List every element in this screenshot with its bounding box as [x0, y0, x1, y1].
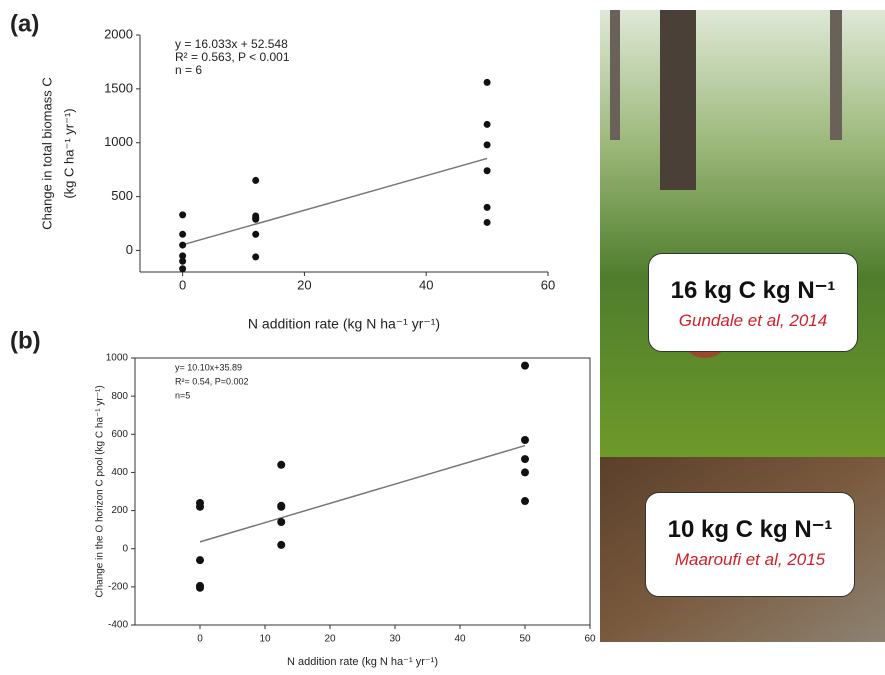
data-point [179, 258, 186, 265]
y-tick-label: 0 [122, 543, 128, 554]
data-point [484, 204, 491, 211]
x-tick-label: 10 [259, 634, 271, 645]
data-point [277, 503, 285, 511]
panel-label: (a) [10, 10, 39, 37]
y-tick-label: 800 [111, 391, 128, 402]
data-point [277, 518, 285, 526]
data-point [252, 253, 259, 260]
data-point [484, 219, 491, 226]
x-tick-label: 60 [541, 277, 555, 292]
y-axis-label: Change in total biomass C [39, 77, 54, 229]
regression-line [183, 158, 487, 244]
y-tick-label: -400 [108, 620, 128, 631]
data-point [484, 121, 491, 128]
annotation: R²= 0.54, P=0.002 [175, 376, 249, 386]
figure: (a)05001000150020000204060N addition rat… [0, 0, 885, 675]
forest-photo [600, 10, 885, 457]
data-point [252, 216, 259, 223]
y-tick-label: 1000 [104, 134, 133, 149]
annotation: n = 6 [175, 63, 202, 77]
tree-trunk [830, 10, 842, 140]
photo-value: 10 kg C kg N⁻¹ [646, 515, 854, 544]
x-tick-label: 40 [454, 634, 466, 645]
data-point [277, 541, 285, 549]
y-tick-label: 0 [126, 242, 133, 257]
y-axis-label: Change in the O horizon C pool (kg C ha⁻… [95, 385, 106, 597]
y-axis-label: (kg C ha⁻¹ yr⁻¹) [61, 108, 76, 198]
data-point [277, 461, 285, 469]
data-point [521, 468, 529, 476]
data-point [196, 503, 204, 511]
data-point [521, 362, 529, 370]
annotation: n=5 [175, 390, 190, 400]
x-tick-label: 60 [584, 634, 596, 645]
annotation: R² = 0.563, P < 0.001 [175, 50, 290, 64]
panel-label: (b) [10, 327, 41, 354]
data-point [196, 556, 204, 564]
y-tick-label: 1000 [106, 353, 129, 364]
regression-line [200, 446, 525, 542]
data-point [484, 79, 491, 86]
x-axis-label: N addition rate (kg N ha⁻¹ yr⁻¹) [287, 656, 438, 668]
tree-trunk [660, 10, 696, 190]
data-point [521, 436, 529, 444]
x-tick-label: 50 [519, 634, 531, 645]
x-tick-label: 0 [179, 277, 186, 292]
x-tick-label: 20 [324, 634, 336, 645]
annotation: y= 10.10x+35.89 [175, 362, 242, 372]
data-point [179, 242, 186, 249]
x-tick-label: 30 [389, 634, 401, 645]
photo-citation: Gundale et al, 2014 [649, 311, 857, 331]
data-point [252, 177, 259, 184]
tree-trunk [610, 10, 620, 140]
y-tick-label: 1500 [104, 80, 133, 95]
photo-value: 16 kg C kg N⁻¹ [649, 276, 857, 305]
x-tick-label: 40 [419, 277, 433, 292]
data-point [196, 584, 204, 592]
y-tick-label: 600 [111, 429, 128, 440]
data-point [521, 455, 529, 463]
y-tick-label: 400 [111, 467, 128, 478]
data-point [484, 167, 491, 174]
data-point [484, 141, 491, 148]
x-tick-label: 0 [197, 634, 203, 645]
data-point [179, 265, 186, 272]
annotation: y = 16.033x + 52.548 [175, 37, 288, 51]
data-point [179, 231, 186, 238]
y-tick-label: -200 [108, 581, 128, 592]
data-point [179, 211, 186, 218]
photo-label-box: 16 kg C kg N⁻¹ Gundale et al, 2014 [648, 253, 858, 352]
data-point [252, 231, 259, 238]
photo-label-box: 10 kg C kg N⁻¹ Maaroufi et al, 2015 [645, 492, 855, 597]
y-tick-label: 500 [111, 188, 133, 203]
y-tick-label: 2000 [104, 26, 133, 41]
x-tick-label: 20 [297, 277, 311, 292]
x-axis-label: N addition rate (kg N ha⁻¹ yr⁻¹) [248, 316, 440, 332]
y-tick-label: 200 [111, 505, 128, 516]
photo-citation: Maaroufi et al, 2015 [646, 550, 854, 570]
data-point [521, 497, 529, 505]
